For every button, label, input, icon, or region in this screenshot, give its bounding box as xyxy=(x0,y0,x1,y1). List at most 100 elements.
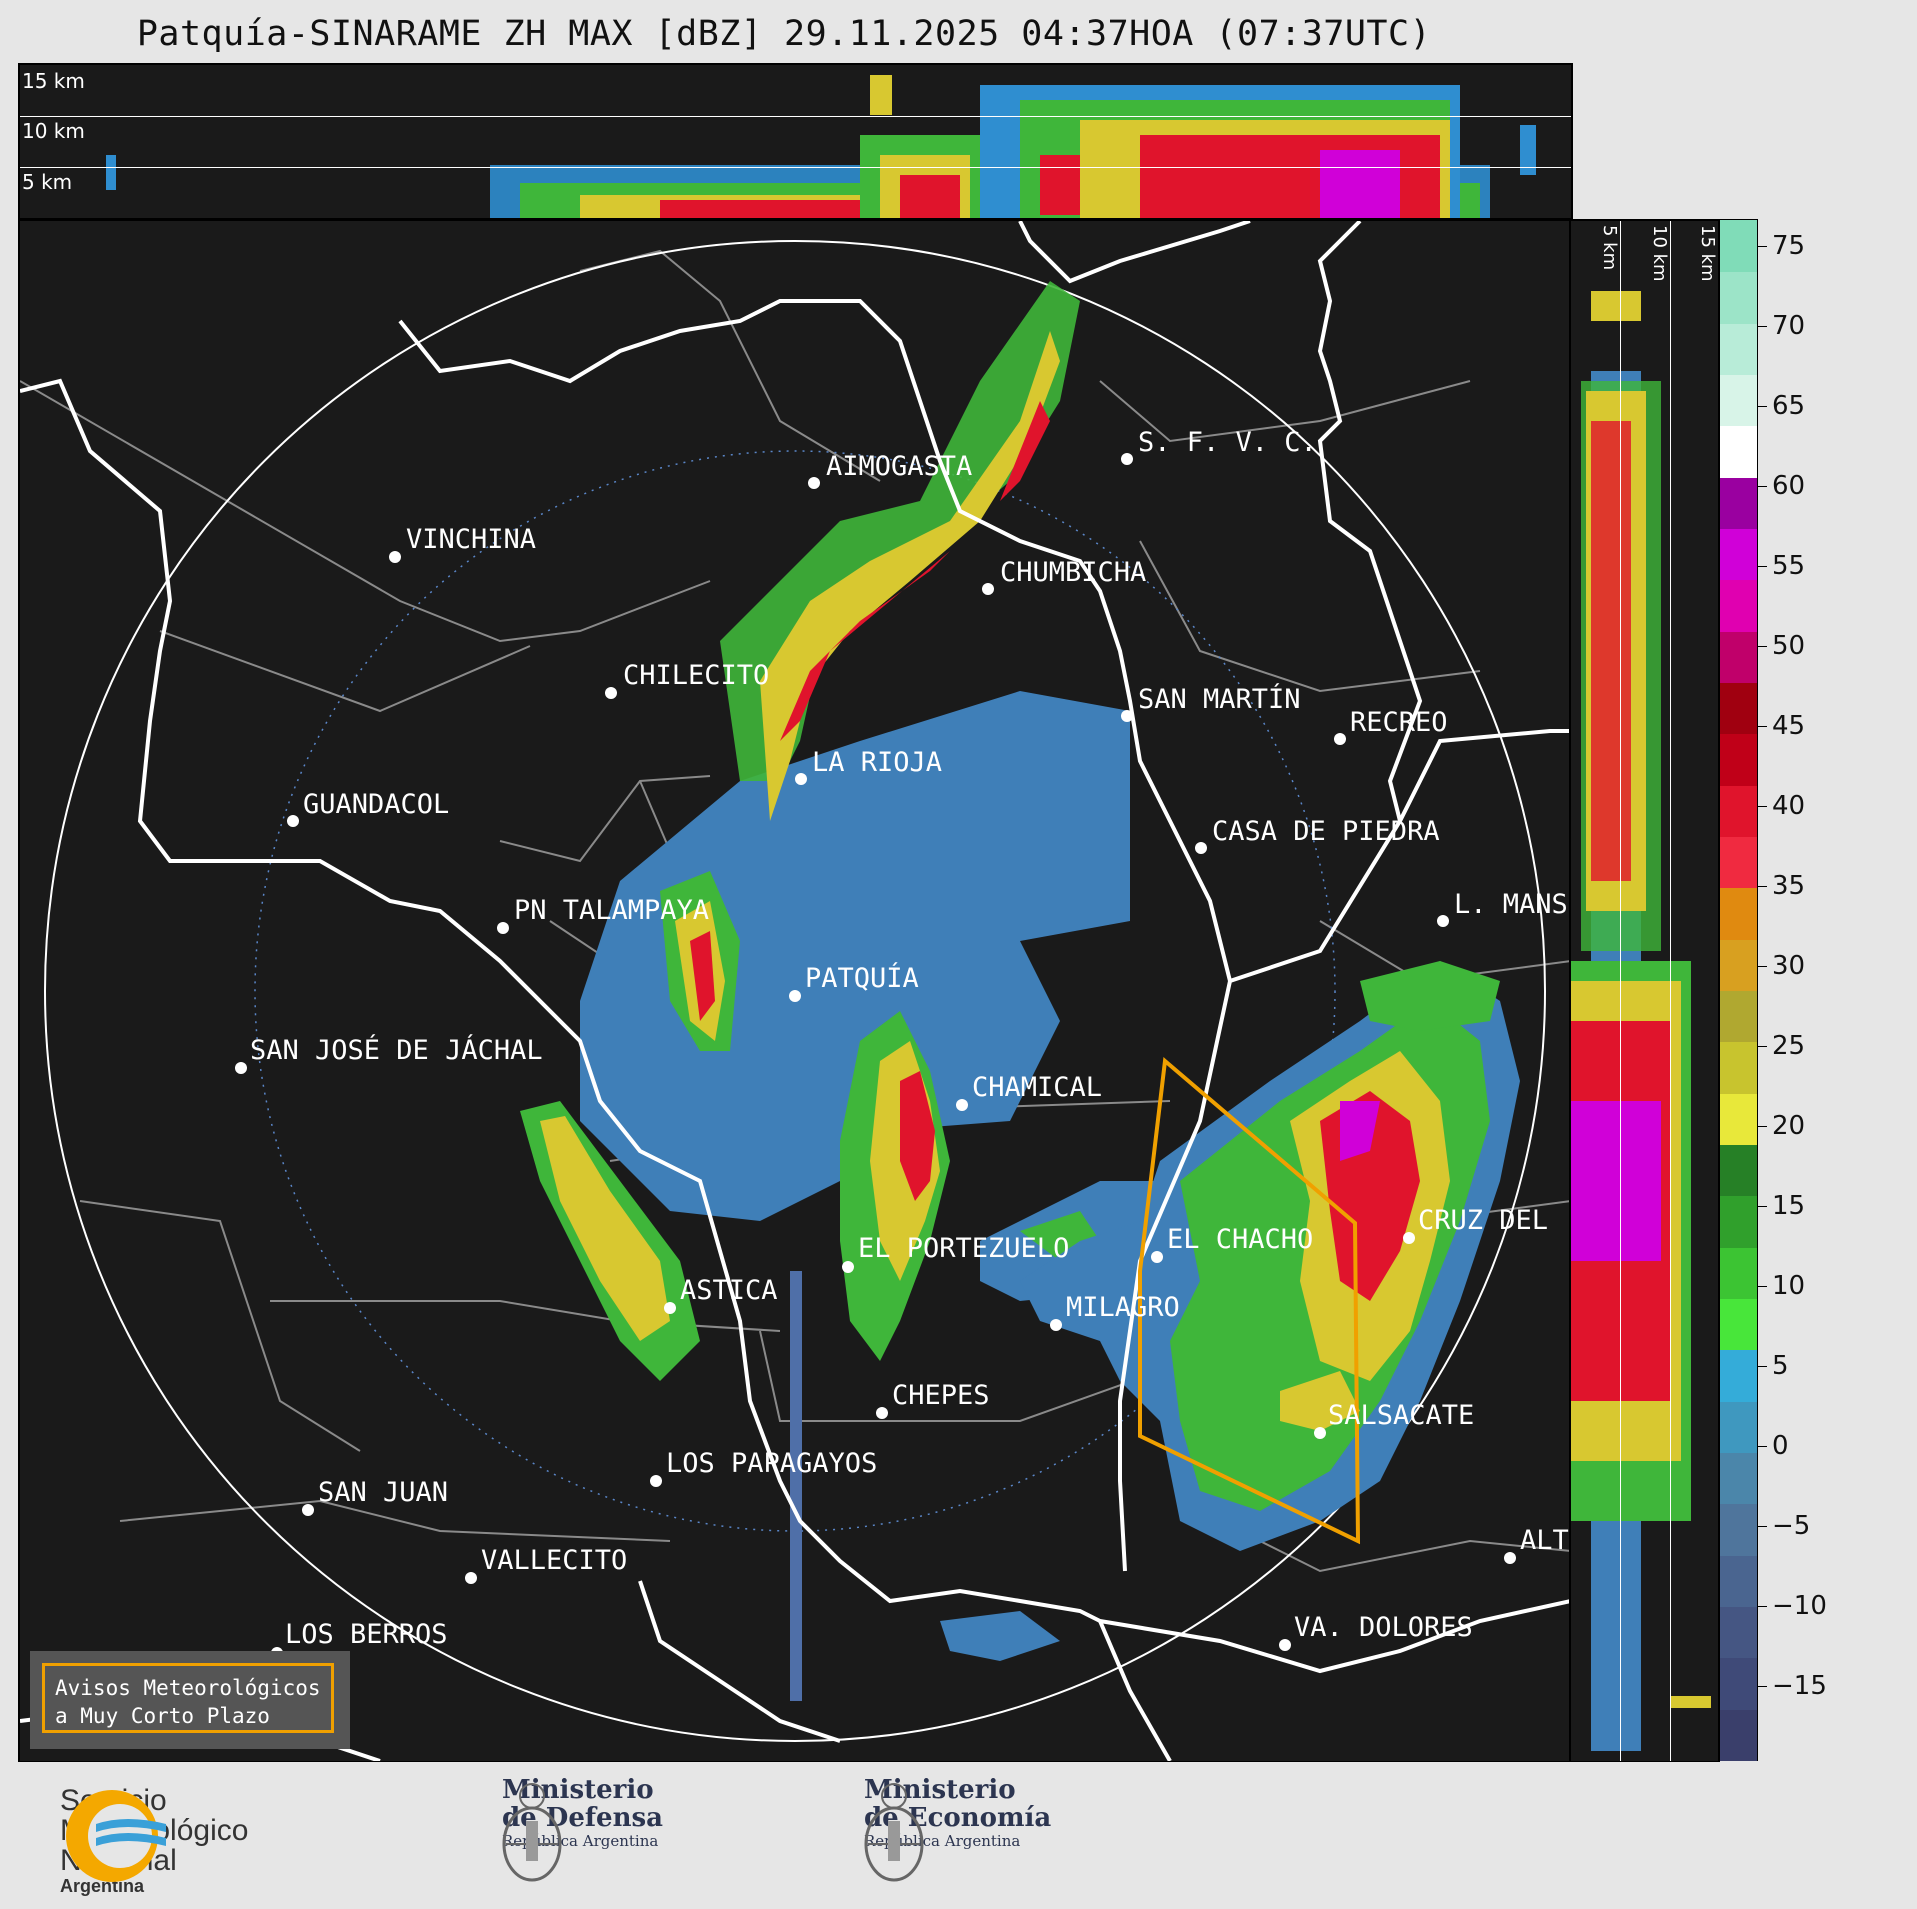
colorbar-tick xyxy=(1757,1446,1767,1447)
colorbar-segment xyxy=(1720,476,1757,529)
defensa-logo: Ministerio de Defensa República Argentin… xyxy=(494,1775,663,1882)
defensa-sub: República Argentina xyxy=(502,1832,659,1850)
city-dot xyxy=(789,990,801,1002)
city-dot xyxy=(605,687,617,699)
city-label: LOS PAPAGAYOS xyxy=(666,1448,877,1479)
colorbar-tick xyxy=(1757,1366,1767,1367)
colorbar-segment xyxy=(1720,1298,1757,1351)
city-markers: AIMOGASTA S. F. V. C. VINCHINA CHUMBICHA… xyxy=(235,427,1569,1659)
city-dot xyxy=(1334,733,1346,745)
city-dot xyxy=(1504,1552,1516,1564)
defensa-line1: Ministerio xyxy=(502,1775,654,1805)
colorbar-segment xyxy=(1720,1041,1757,1094)
colorbar-segment xyxy=(1720,271,1757,324)
side-profile-echoes xyxy=(1571,291,1711,1751)
height-line-5km xyxy=(20,167,1571,168)
colorbar-tick xyxy=(1757,1046,1767,1047)
colorbar-segment xyxy=(1720,528,1757,581)
city-dot xyxy=(235,1062,247,1074)
city-dot xyxy=(287,815,299,827)
colorbar-tick-label: 30 xyxy=(1772,951,1806,981)
city-dot xyxy=(497,922,509,934)
side-height-profile: 5 km 10 km 15 km xyxy=(1569,219,1720,1763)
height-label-10km: 10 km xyxy=(22,119,85,143)
city-label: SAN JOSÉ DE JÁCHAL xyxy=(250,1034,543,1066)
colorbar-tick xyxy=(1757,726,1767,727)
colorbar-tick xyxy=(1757,1606,1767,1607)
colorbar-segment xyxy=(1720,836,1757,889)
warning-legend-frame: Avisos Meteorológicos a Muy Corto Plazo xyxy=(42,1663,334,1733)
side-label-5km: 5 km xyxy=(1599,225,1620,271)
smn-logo-icon xyxy=(66,1790,166,1882)
city-dot xyxy=(1437,915,1449,927)
colorbar-tick-label: 50 xyxy=(1772,631,1806,661)
colorbar-tick-label: 25 xyxy=(1772,1031,1806,1061)
city-label: CHEPES xyxy=(892,1380,990,1411)
colorbar-segment xyxy=(1720,1349,1757,1402)
smn-sub: Argentina xyxy=(60,1876,145,1896)
economia-line1: Ministerio xyxy=(864,1775,1016,1805)
city-label: EL CHACHO xyxy=(1167,1224,1313,1255)
map-canvas: AIMOGASTA S. F. V. C. VINCHINA CHUMBICHA… xyxy=(20,221,1571,1761)
city-label: CHAMICAL xyxy=(972,1072,1102,1103)
colorbar-segment xyxy=(1720,990,1757,1043)
colorbar-segment xyxy=(1720,682,1757,735)
city-dot xyxy=(1151,1251,1163,1263)
colorbar-tick-label: 60 xyxy=(1772,471,1806,501)
colorbar-tick xyxy=(1757,966,1767,967)
city-label: EL PORTEZUELO xyxy=(858,1233,1069,1264)
side-label-10km: 10 km xyxy=(1649,225,1670,282)
colorbar-tick-label: 75 xyxy=(1772,231,1806,261)
colorbar-segment xyxy=(1720,630,1757,683)
smn-logo: Servicio Meteorológico Nacional Argentin… xyxy=(56,1786,248,1897)
city-label: VA. DOLORES xyxy=(1294,1612,1473,1643)
side-label-15km: 15 km xyxy=(1697,225,1718,282)
city-label: GUANDACOL xyxy=(303,789,449,820)
top-profile-echoes xyxy=(106,75,1536,218)
colorbar-tick xyxy=(1757,406,1767,407)
colorbar-segment xyxy=(1720,1195,1757,1248)
colorbar-segment xyxy=(1720,938,1757,991)
colorbar-tick xyxy=(1757,246,1767,247)
coat-of-arms-icon xyxy=(864,1783,924,1882)
range-ring-outer xyxy=(44,240,1546,1742)
colorbar-tick xyxy=(1757,1126,1767,1127)
colorbar-tick xyxy=(1757,1526,1767,1527)
side-line-10km xyxy=(1670,221,1671,1761)
dbz-colorbar xyxy=(1719,219,1758,1761)
colorbar-tick-label: 10 xyxy=(1772,1271,1806,1301)
city-label: VALLECITO xyxy=(481,1545,627,1576)
colorbar-segment xyxy=(1720,1554,1757,1607)
colorbar-tick-label: −15 xyxy=(1772,1671,1827,1701)
city-dot xyxy=(876,1407,888,1419)
warning-legend: Avisos Meteorológicos a Muy Corto Plazo xyxy=(30,1651,350,1749)
colorbar-segment xyxy=(1720,887,1757,940)
colorbar-segment xyxy=(1720,1246,1757,1299)
city-dot xyxy=(1279,1639,1291,1651)
city-dot xyxy=(842,1261,854,1273)
city-dot xyxy=(982,583,994,595)
city-dot xyxy=(1195,842,1207,854)
city-dot xyxy=(302,1504,314,1516)
colorbar-tick xyxy=(1757,326,1767,327)
city-dot xyxy=(1050,1319,1062,1331)
city-label: AIMOGASTA xyxy=(826,451,972,482)
city-label: MILAGRO xyxy=(1066,1292,1180,1323)
city-dot xyxy=(465,1572,477,1584)
colorbar-segment xyxy=(1720,1452,1757,1505)
city-label: PATQUÍA xyxy=(805,962,919,994)
city-label: CASA DE PIEDRA xyxy=(1212,816,1440,847)
city-dot xyxy=(650,1475,662,1487)
colorbar-tick-label: 55 xyxy=(1772,551,1806,581)
city-label: L. MANS xyxy=(1454,889,1568,920)
city-label: CHILECITO xyxy=(623,660,769,691)
city-label: LOS BERROS xyxy=(285,1619,448,1650)
height-label-15km: 15 km xyxy=(22,69,85,93)
city-label: SAN MARTÍN xyxy=(1138,683,1301,715)
city-label: ASTICA xyxy=(680,1275,778,1306)
economia-logo: Ministerio de Economía República Argenti… xyxy=(856,1775,1051,1882)
warning-polygon[interactable] xyxy=(1138,1057,1361,1545)
colorbar-tick xyxy=(1757,1686,1767,1687)
city-label: S. F. V. C. xyxy=(1138,427,1317,458)
footer: Servicio Meteorológico Nacional Argentin… xyxy=(0,1762,1917,1909)
